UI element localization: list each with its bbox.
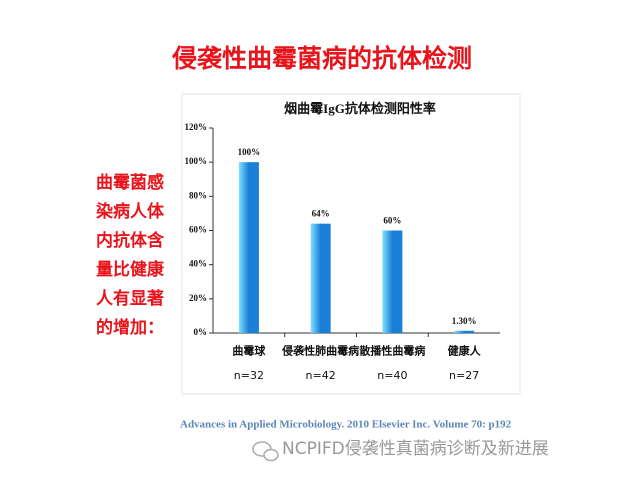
citation: Advances in Applied Microbiology. 2010 E…	[180, 419, 512, 431]
side-text-line: 人有显著	[96, 288, 164, 309]
y-tick-label: 80%	[189, 190, 207, 200]
value-label: 1.30%	[452, 316, 477, 326]
watermark: NCPIFD侵袭性真菌病诊断及新进展	[282, 439, 549, 459]
bar	[454, 330, 475, 333]
x-tick-label: 散播性曲霉病	[359, 344, 425, 358]
sample-size: n=32	[234, 369, 264, 382]
x-tick-label: 侵袭性肺曲霉病	[281, 344, 359, 358]
side-text-line: 内抗体含	[96, 230, 165, 251]
side-text-line: 的增加：	[96, 317, 164, 338]
bar	[238, 162, 259, 333]
value-label: 64%	[312, 209, 330, 219]
bar	[310, 223, 331, 333]
wechat-icon	[252, 441, 279, 462]
x-tick-label: 曲霉球	[232, 344, 266, 358]
y-tick-label: 100%	[185, 156, 208, 166]
chart-frame	[181, 93, 521, 395]
y-tick-label: 120%	[185, 122, 208, 132]
y-tick-label: 60%	[189, 225, 207, 235]
chart-title: 烟曲霉IgG抗体检测阳性率	[284, 101, 436, 116]
side-text-line: 染病人体	[96, 201, 165, 222]
sample-size: n=40	[377, 369, 407, 382]
x-tick-label: 健康人	[448, 344, 482, 358]
y-tick-label: 20%	[189, 293, 207, 303]
y-tick-label: 40%	[189, 259, 207, 269]
slide-title: 侵袭性曲霉菌病的抗体检测	[171, 44, 472, 73]
bar	[382, 230, 403, 333]
y-tick-label: 0%	[194, 327, 208, 337]
value-label: 100%	[238, 147, 261, 157]
sample-size: n=27	[449, 369, 479, 382]
side-text-line: 量比健康	[96, 259, 165, 280]
side-text-line: 曲霉菌感	[96, 172, 164, 193]
sample-size: n=42	[306, 369, 336, 382]
value-label: 60%	[383, 216, 401, 226]
